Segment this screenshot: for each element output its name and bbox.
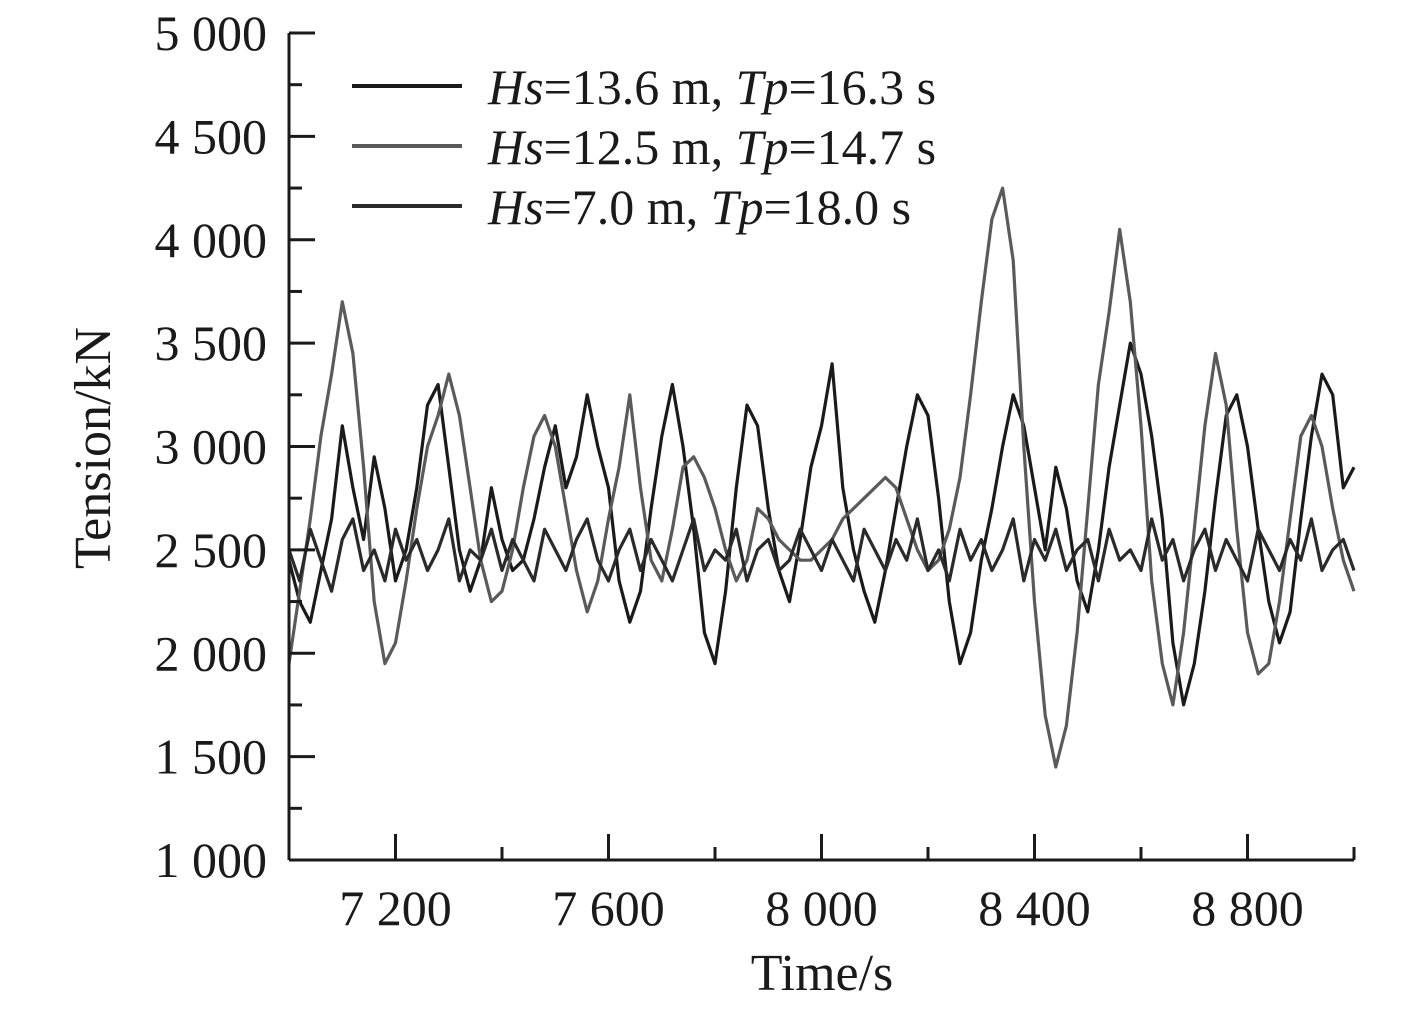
y-tick-label: 4 500: [155, 108, 268, 164]
y-tick-label: 2 000: [155, 625, 268, 681]
legend: Hs=13.6 m, Tp=16.3 sHs=12.5 m, Tp=14.7 s…: [352, 59, 936, 235]
legend-label-1: Hs=13.6 m, Tp=16.3 s: [487, 59, 936, 115]
x-tick-label: 8 800: [1191, 880, 1304, 936]
y-tick-label: 3 000: [155, 419, 268, 475]
series-line-2: [287, 186, 1356, 769]
y-tick-label: 1 500: [155, 729, 268, 785]
axes-layer: 1 000 1 500 2 000 2 500 3 000 3 500 4 000 4 500…: [155, 5, 1356, 936]
x-tick-label: 7 600: [552, 880, 665, 936]
series-line-3: [287, 517, 1356, 593]
x-axis-title: Time/s: [751, 945, 894, 1002]
y-tick-label: 1 000: [155, 832, 268, 888]
series-line-1: [287, 341, 1356, 707]
x-tick-label: 8 400: [978, 880, 1091, 936]
legend-label-2: Hs=12.5 m, Tp=14.7 s: [487, 119, 936, 175]
x-tick-label: 8 000: [765, 880, 878, 936]
y-axis-title: Tension/kN: [65, 327, 122, 569]
legend-label-3: Hs=7.0 m, Tp=18.0 s: [487, 179, 911, 235]
y-tick-label: 3 500: [155, 315, 268, 371]
x-tick-label: 7 200: [339, 880, 452, 936]
y-tick-label: 4 000: [155, 212, 268, 268]
y-tick-label: 5 000: [155, 5, 268, 61]
series-layer: [287, 186, 1356, 769]
y-tick-label: 2 500: [155, 522, 268, 578]
